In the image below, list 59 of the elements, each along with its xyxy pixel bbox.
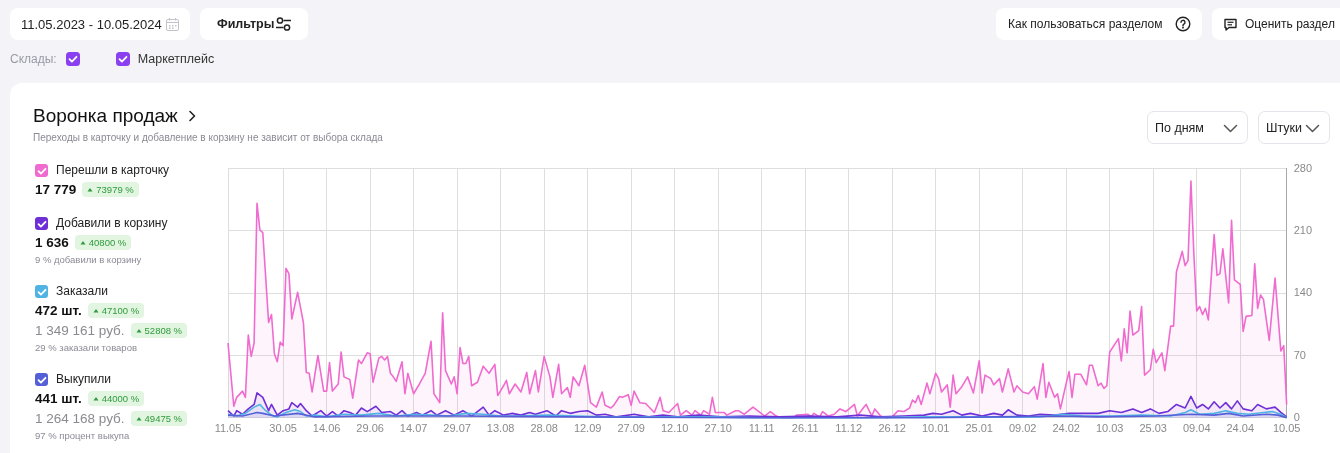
x-tick-label: 27.10	[704, 422, 732, 435]
text: 97 % процент выкупа	[35, 430, 130, 441]
x-tick-label: 27.09	[617, 422, 645, 435]
x-tick-label: 09.02	[1008, 422, 1037, 435]
x-tick-label: 10.03	[1095, 422, 1124, 435]
x-tick-label: 28.08	[530, 422, 558, 435]
x-tick-label: 13.08	[486, 422, 515, 435]
x-tick-label: 29.06	[356, 422, 384, 435]
x-tick-label: 09.04	[1182, 422, 1211, 435]
x-tick-label: 26.12	[878, 422, 906, 435]
x-tick-label: 10.05	[1272, 422, 1301, 435]
y-tick-label: 0	[1293, 410, 1300, 423]
x-tick-label: 26.11	[791, 422, 819, 435]
text: 29 % заказали товаров	[35, 342, 137, 353]
text: 11.05.2023 - 10.05.2024	[21, 16, 162, 32]
text: 40800 %	[88, 236, 127, 248]
x-tick-label: 24.04	[1226, 422, 1255, 435]
text: 73979 %	[96, 183, 134, 195]
legend-label: Перешли в карточку	[56, 163, 170, 177]
text: 441 шт.	[35, 390, 82, 406]
x-tick-label: 12.10	[660, 422, 689, 435]
y-tick-label: 280	[1293, 161, 1313, 174]
legend-label: Выкупили	[56, 372, 111, 386]
x-tick-label: 29.07	[443, 422, 471, 435]
y-tick-label: 70	[1293, 348, 1306, 361]
text: Склады:	[10, 52, 57, 66]
x-tick-label: 11.12	[835, 422, 863, 435]
text: Маркетплейс	[137, 52, 215, 66]
y-tick-label: 140	[1293, 286, 1313, 299]
text: По дням	[1155, 120, 1204, 135]
text: 44000 %	[101, 392, 140, 404]
text: 17 779	[35, 181, 77, 197]
text: Фильтры	[217, 17, 275, 31]
text: 9 % добавили в корзину	[35, 254, 142, 265]
legend-label: Заказали	[56, 284, 108, 298]
text: Как пользоваться разделом	[1008, 17, 1163, 31]
y-tick-label: 210	[1293, 223, 1313, 236]
x-tick-label: 25.03	[1139, 422, 1167, 435]
chart-subtitle: Переходы в карточку и добавление в корзину не зависит от выбора склада	[33, 131, 383, 143]
x-tick-label: 24.02	[1052, 422, 1080, 435]
x-tick-label: 12.09	[573, 422, 602, 435]
text: 1 636	[35, 234, 69, 250]
text: Штуки	[1266, 120, 1303, 135]
text: 49475 %	[144, 412, 183, 424]
text: 472 шт.	[35, 302, 82, 318]
text: 1 264 168 руб.	[35, 410, 125, 426]
text: 52808 %	[144, 324, 183, 336]
chart-title: Воронка продаж	[33, 105, 178, 127]
x-tick-label: 10.01	[921, 422, 950, 435]
x-tick-label: 14.07	[399, 422, 428, 435]
text: Оценить раздел	[1245, 17, 1335, 31]
x-tick-label: 25.01	[965, 422, 993, 435]
legend-label: Добавили в корзину	[56, 216, 168, 230]
x-tick-label: 11.05	[214, 422, 242, 435]
text: 1 349 161 руб.	[35, 322, 125, 338]
x-tick-label: 14.06	[312, 422, 341, 435]
x-tick-label: 11.11	[748, 422, 775, 435]
x-tick-label: 30.05	[269, 422, 297, 435]
text: 47100 %	[101, 304, 140, 316]
